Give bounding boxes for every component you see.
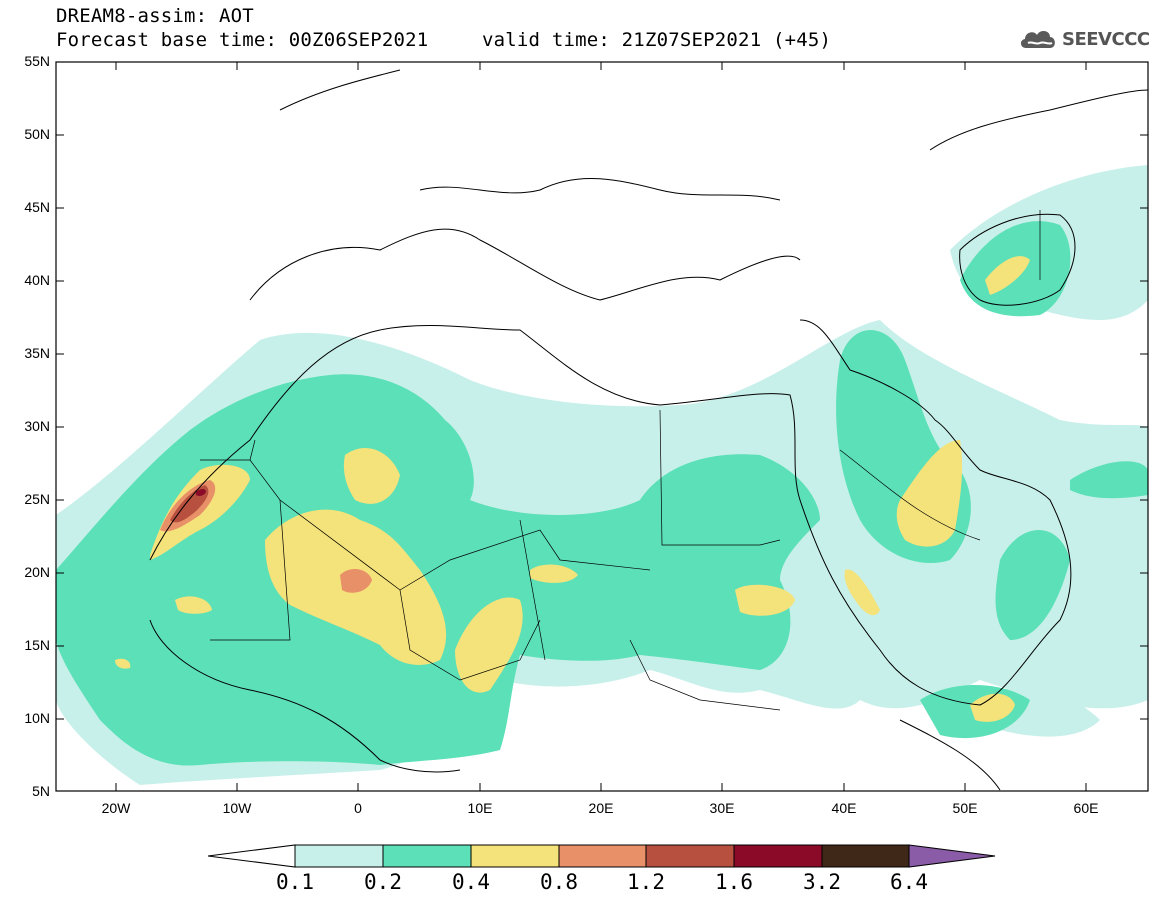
colorbar-label: 6.4 — [890, 870, 928, 894]
forecast-base-time: Forecast base time: 00Z06SEP2021 — [56, 29, 429, 51]
colorbar-over-triangle — [908, 844, 996, 868]
aot-field — [56, 165, 1148, 785]
lat-label: 40N — [24, 272, 50, 288]
map-title: DREAM8-assim: AOT — [56, 5, 254, 27]
logo-text: SEEVCCC — [1062, 28, 1150, 50]
coastlines — [149, 69, 1148, 791]
colorbar-label: 0.1 — [276, 870, 314, 894]
colorbar-label: 0.4 — [452, 870, 490, 894]
cloud-icon — [1020, 31, 1055, 48]
lon-label: 50E — [952, 800, 978, 816]
lat-label: 55N — [24, 53, 50, 69]
lon-label: 0 — [354, 800, 362, 816]
lon-label: 10E — [467, 800, 493, 816]
lat-label: 15N — [24, 637, 50, 653]
lat-label: 20N — [24, 564, 50, 580]
colorbar-swatch-2 — [470, 844, 560, 868]
colorbar-swatch-1 — [382, 844, 472, 868]
lat-label: 35N — [24, 345, 50, 361]
lon-label: 20E — [588, 800, 614, 816]
colorbar-under-triangle — [207, 844, 296, 868]
colorbar-swatch-6 — [821, 844, 910, 868]
aot-band-0.4 — [115, 256, 1030, 722]
lon-ticks — [115, 62, 1087, 791]
valid-time: valid time: 21Z07SEP2021 (+45) — [482, 29, 832, 51]
colorbar-label: 3.2 — [803, 870, 841, 894]
borders — [200, 210, 1041, 711]
lon-label: 30E — [709, 800, 735, 816]
lat-label: 30N — [24, 418, 50, 434]
lat-label: 5N — [32, 783, 50, 799]
lat-label: 50N — [24, 126, 50, 142]
colorbar-swatch-4 — [645, 844, 735, 868]
aot-band-0.2 — [56, 221, 1148, 766]
colorbar — [207, 844, 996, 868]
lat-label: 25N — [24, 491, 50, 507]
seevccc-logo: SEEVCCC — [1018, 24, 1150, 54]
colorbar-label: 1.2 — [627, 870, 665, 894]
colorbar-swatch-0 — [294, 844, 384, 868]
lat-label: 10N — [24, 710, 50, 726]
colorbar-label: 0.2 — [364, 870, 402, 894]
colorbar-swatch-5 — [733, 844, 823, 868]
lat-label: 45N — [24, 199, 50, 215]
colorbar-label: 1.6 — [715, 870, 753, 894]
lon-label: 10W — [222, 800, 252, 816]
lat-ticks — [56, 61, 1148, 720]
aot-band-1.6 — [196, 489, 206, 496]
lon-label: 60E — [1073, 800, 1099, 816]
lon-label: 20W — [101, 800, 131, 816]
colorbar-swatch-3 — [558, 844, 647, 868]
colorbar-label: 0.8 — [540, 870, 578, 894]
lon-label: 40E — [831, 800, 857, 816]
